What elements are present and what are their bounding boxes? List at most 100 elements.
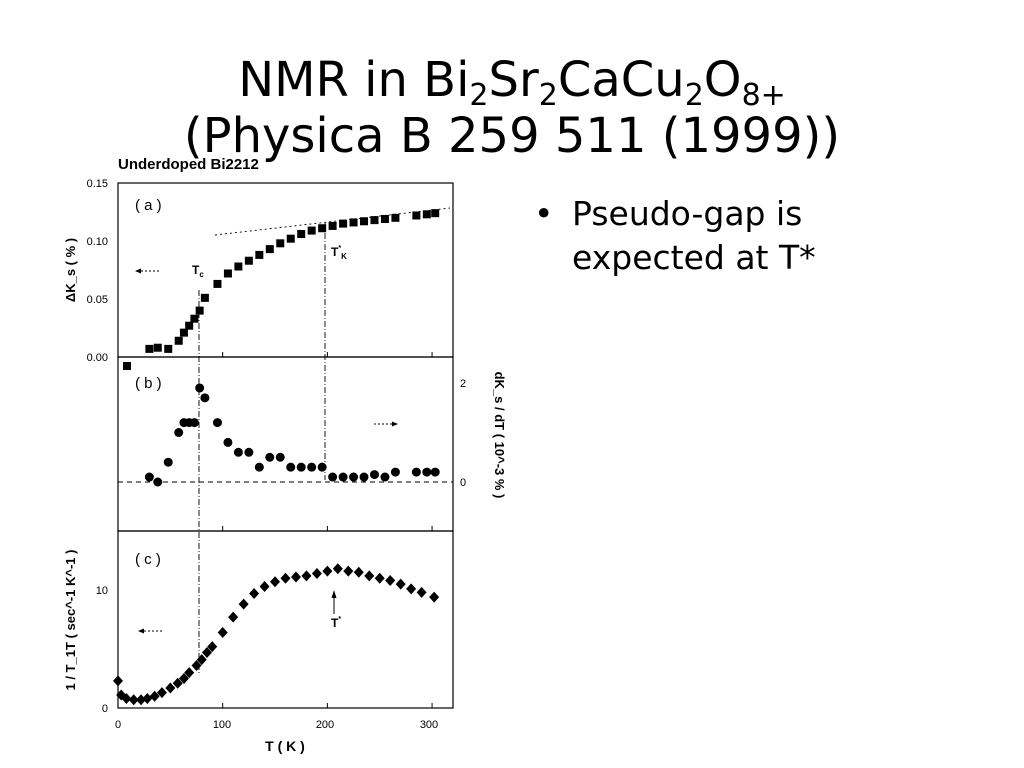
panel-b-ytick: 2 [460,378,466,390]
x-tick-label: 100 [213,719,231,731]
data-point [380,214,389,223]
data-point [259,580,270,592]
data-point [228,611,239,623]
data-point [172,677,183,689]
data-point [255,250,264,259]
data-point [395,578,406,590]
data-point [153,477,163,487]
x-axis-label: T ( K ) [265,738,305,754]
data-point [223,437,233,447]
data-point [184,667,195,679]
panel-a-ytick: 0.05 [87,294,108,306]
data-point [374,572,385,584]
panel-c-y-axis-label: 1 / T_1T ( sec^-1 K^-1 ) [63,550,78,691]
data-point [189,418,199,428]
panel-c-label: ( c ) [135,551,161,568]
panel-b-ytick: 0 [460,477,466,489]
data-point [123,362,131,370]
arrow-up-icon [331,590,337,614]
arrow-right-icon [374,421,398,427]
data-point [349,472,359,482]
data-point [317,462,327,472]
data-point [339,219,348,228]
x-tick-label: 200 [316,719,334,731]
data-point [223,269,232,278]
panel-c-ytick: 10 [96,585,108,597]
data-point [422,210,431,219]
bullet-dot-icon: • [534,194,554,233]
data-point [213,279,222,288]
data-point [369,470,379,480]
data-point [422,467,432,477]
data-point [270,576,281,588]
data-point [163,457,173,467]
panel-a-ytick: 0.15 [87,178,108,190]
data-point [328,472,338,482]
data-point [349,218,358,227]
data-point [390,467,400,477]
data-point [207,641,218,653]
data-point [431,209,440,218]
data-point [286,462,296,472]
data-point [196,654,207,666]
data-point [212,418,222,428]
data-point [364,570,375,582]
data-point [185,321,194,330]
bullet-text-line-2: expected at T* [572,238,816,277]
data-point [332,563,343,575]
data-point [179,328,188,337]
data-point [174,428,184,437]
panel-b-y-axis-label: dK_s / dT ( 10^-3 % ) [492,372,507,499]
data-point [153,343,162,352]
data-point [249,588,260,600]
bullet-item: • Pseudo-gap is expected at T* [530,192,1010,280]
data-point [307,462,317,472]
data-point [275,452,285,462]
data-point [380,472,390,482]
data-point [311,567,322,579]
x-tick-label: 300 [420,719,438,731]
data-point [195,306,204,315]
panel-a-ytick: 0.10 [87,236,108,248]
data-point [233,447,243,457]
data-point [265,245,274,254]
data-point [164,344,173,353]
data-point [406,583,417,595]
data-point [190,314,199,323]
data-point [286,234,295,243]
data-point [254,462,264,472]
panel-a-frame [117,182,454,358]
nmr-figure: Underdoped Bi2212 ( a ) ( b ) ( c ) 0.00… [63,156,507,754]
data-point [238,598,249,610]
data-point [276,239,285,248]
data-point [200,393,210,403]
data-point [128,694,139,706]
panel-b-label: ( b ) [135,375,162,392]
data-point [145,344,154,353]
data-point [412,211,421,220]
data-point [195,383,205,393]
panel-c-ytick: 0 [102,703,108,715]
data-point [391,213,400,222]
data-point [290,571,301,583]
title-line-2: (Physica B 259 511 (1999)) [183,108,841,165]
data-point [370,216,379,225]
data-point [165,682,176,694]
figure-title: Underdoped Bi2212 [118,156,259,173]
arrow-left-icon [138,628,162,634]
data-point [297,230,306,239]
data-point [360,217,369,226]
data-point [280,572,291,584]
data-point [142,693,153,705]
data-point [144,472,154,482]
bullet-list: • Pseudo-gap is expected at T* [530,192,1010,280]
data-point [265,452,275,462]
data-point [353,566,364,578]
data-point [191,660,202,672]
data-point [322,565,333,577]
data-point [156,687,167,699]
data-point [234,262,243,271]
data-point [307,226,316,235]
panel-a-y-axis-label: ΔK_s ( % ) [63,238,78,302]
data-point [217,626,228,638]
